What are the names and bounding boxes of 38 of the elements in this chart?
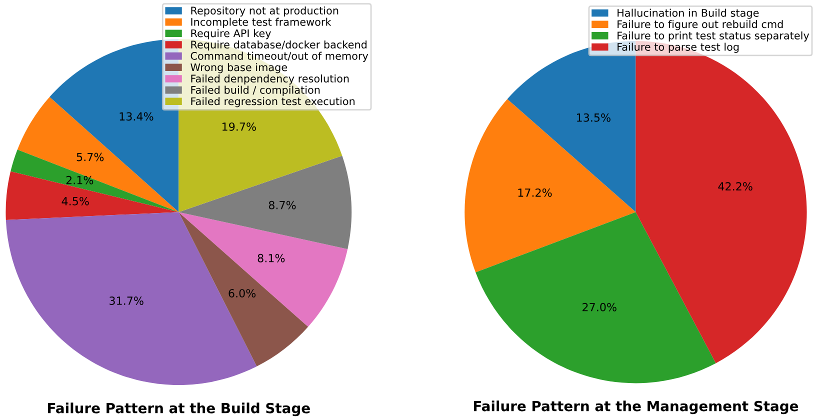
- legend-label: Failure to print test status separately: [618, 31, 810, 42]
- legend-label: Failed regression test execution: [191, 97, 355, 108]
- data-label: 6.0%: [228, 289, 256, 298]
- legend-label: Failed build / compilation: [191, 86, 320, 96]
- legend-label: Require database/docker backend: [191, 40, 367, 51]
- pie-slice: [464, 99, 636, 272]
- text: Failure Pattern at the Management Stage: [474, 400, 798, 414]
- data-label: 17.2%: [518, 188, 552, 197]
- data-label: 13.5%: [577, 113, 610, 122]
- pie-slice: [178, 156, 352, 250]
- pie-slice: [178, 212, 348, 327]
- pie-slice: [178, 212, 308, 366]
- legend-label: Incomplete test framework: [191, 18, 332, 28]
- data-label: 2.1%: [66, 176, 94, 184]
- legend-label: Failure to parse test log: [618, 42, 739, 53]
- data-label: 42.2%: [718, 182, 752, 191]
- pie-slice: [17, 97, 179, 212]
- data-label: 13.4%: [120, 112, 154, 121]
- pie-slice: [476, 212, 716, 384]
- pie-slice: [50, 39, 179, 212]
- legend-label: Command timeout/out of memory: [190, 52, 368, 62]
- data-label: 8.7%: [268, 200, 296, 210]
- data-label: 31.7%: [110, 296, 144, 305]
- legend-label: Require API key: [191, 29, 271, 40]
- legend-label: Failure to figure out rebuild cmd: [618, 20, 783, 30]
- data-label: 4.5%: [62, 196, 89, 206]
- legend-label: Repository not at production: [191, 6, 338, 17]
- data-label: 27.0%: [582, 302, 616, 312]
- data-label: 8.1%: [258, 254, 285, 262]
- legend-label: Failed denpendency resolution: [191, 74, 349, 85]
- data-label: 19.7%: [222, 122, 256, 131]
- legend-label: Hallucination in Build stage: [618, 8, 759, 19]
- pie-slice: [6, 212, 257, 386]
- pie-slice: [10, 150, 179, 212]
- pie-slice: [6, 171, 179, 220]
- text: Failure Pattern at the Build Stage: [48, 402, 310, 416]
- data-label: 5.7%: [76, 152, 104, 162]
- legend-label: Wrong base image: [190, 63, 288, 74]
